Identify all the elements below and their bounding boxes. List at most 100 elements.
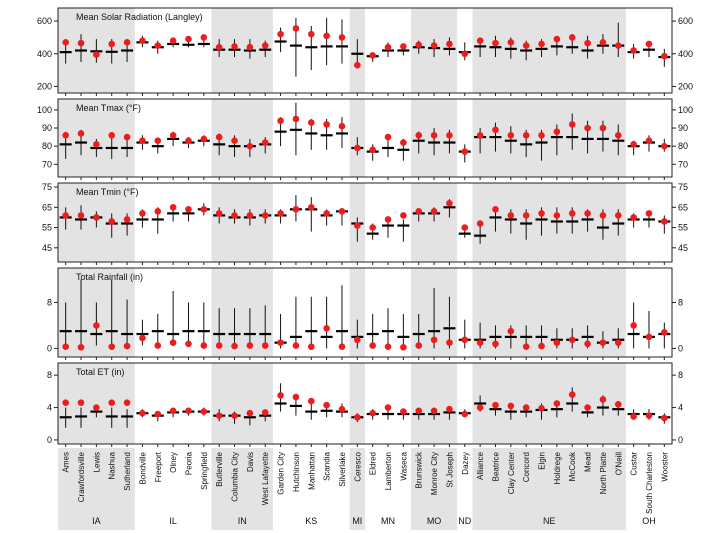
- state-band-ia-panel-2: [58, 99, 135, 177]
- simulated-point-2-11: [231, 137, 238, 145]
- station-label-7: Olney: [169, 452, 178, 473]
- simulated-point-2-27: [476, 131, 484, 139]
- simulated-point-5-0: [62, 399, 69, 406]
- simulated-point-4-24: [430, 336, 438, 344]
- simulated-point-4-14: [277, 339, 284, 346]
- simulated-point-3-31: [538, 210, 545, 217]
- simulated-point-2-7: [169, 131, 177, 139]
- y-tick-label-right-1-2: 600: [678, 16, 693, 26]
- state-band-mo-panel-5: [411, 363, 458, 444]
- simulated-point-1-17: [323, 32, 330, 40]
- state-band-ia-labels: [58, 448, 135, 530]
- simulated-point-1-20: [369, 52, 376, 59]
- y-tick-label-left-3-2: 65: [42, 202, 52, 212]
- simulated-point-4-25: [446, 339, 453, 346]
- y-tick-label-right-4-1: 8: [678, 297, 683, 307]
- station-label-34: Mead: [584, 452, 593, 472]
- state-band-ne-labels: [472, 448, 626, 530]
- simulated-point-3-8: [185, 206, 192, 213]
- simulated-point-5-29: [507, 402, 515, 410]
- station-label-8: Peoria: [184, 451, 193, 475]
- simulated-point-4-13: [261, 342, 269, 349]
- simulated-point-2-21: [384, 133, 392, 141]
- simulated-point-3-27: [476, 220, 484, 227]
- simulated-point-4-37: [630, 322, 637, 329]
- panel-title-4: Total Rainfall (in): [76, 272, 143, 282]
- simulated-point-4-18: [338, 343, 346, 350]
- simulated-point-5-10: [215, 412, 223, 419]
- simulated-point-3-23: [415, 208, 423, 215]
- simulated-point-3-17: [323, 210, 330, 217]
- simulated-point-4-38: [645, 333, 653, 341]
- simulated-point-3-20: [369, 224, 376, 231]
- simulated-point-3-15: [292, 206, 300, 213]
- simulated-point-1-23: [415, 41, 423, 49]
- simulated-point-2-16: [307, 119, 315, 126]
- simulated-point-3-16: [307, 204, 315, 211]
- simulated-point-5-9: [200, 408, 208, 415]
- simulated-point-5-34: [584, 404, 591, 411]
- y-tick-label-right-1-1: 400: [678, 49, 693, 59]
- panel-frame-2: [57, 98, 673, 178]
- simulated-point-3-1: [77, 212, 85, 219]
- station-label-36: O'Neill: [614, 452, 623, 476]
- panels-layer: [54, 7, 676, 447]
- simulated-point-5-20: [369, 409, 376, 417]
- station-label-32: Holdrege: [553, 451, 562, 484]
- y-tick-label-right-5-2: 8: [678, 370, 683, 380]
- panel-title-3: Mean Tmin (°F): [76, 187, 138, 197]
- station-label-5: Bondville: [138, 451, 147, 484]
- station-label-38: South Charleston: [645, 452, 654, 514]
- simulated-point-4-20: [369, 342, 376, 349]
- simulated-point-1-14: [277, 30, 284, 38]
- simulated-point-4-5: [139, 334, 146, 342]
- simulated-point-5-2: [93, 404, 100, 411]
- simulated-point-3-4: [123, 216, 131, 223]
- simulated-point-1-1: [77, 39, 85, 47]
- simulated-point-2-36: [614, 131, 622, 139]
- simulated-point-4-23: [415, 342, 423, 349]
- simulated-point-3-25: [446, 199, 453, 207]
- simulated-point-3-34: [584, 210, 591, 217]
- simulated-point-2-4: [123, 133, 131, 141]
- simulated-point-4-3: [108, 343, 116, 350]
- station-label-3: Nashua: [108, 451, 117, 479]
- simulated-point-2-3: [108, 131, 116, 139]
- simulated-point-3-18: [338, 208, 346, 215]
- y-tick-label-right-5-1: 4: [678, 403, 683, 413]
- simulated-point-5-12: [246, 409, 254, 417]
- simulated-point-5-31: [538, 405, 545, 412]
- simulated-point-5-38: [645, 412, 653, 419]
- simulated-point-3-39: [661, 218, 668, 225]
- simulated-point-3-2: [93, 214, 100, 221]
- simulated-point-1-39: [661, 52, 668, 60]
- simulated-point-3-9: [200, 206, 208, 213]
- simulated-point-2-8: [185, 137, 192, 145]
- station-label-18: Silverlake: [338, 451, 347, 486]
- simulated-point-5-1: [77, 399, 85, 406]
- y-tick-label-right-3-1: 55: [678, 223, 688, 233]
- simulated-point-5-26: [461, 410, 469, 418]
- simulated-point-5-16: [307, 397, 315, 405]
- panel-frame-5: [57, 362, 673, 445]
- simulated-point-2-19: [354, 144, 361, 152]
- simulated-point-3-11: [231, 212, 238, 219]
- station-label-17: Scandia: [323, 451, 332, 480]
- simulated-point-3-33: [568, 210, 576, 217]
- simulated-point-1-21: [384, 43, 392, 51]
- y-tick-label-left-4-1: 8: [47, 297, 52, 307]
- station-label-4: Sutherland: [123, 452, 132, 491]
- simulated-point-3-6: [154, 208, 162, 215]
- simulated-point-2-20: [369, 146, 376, 154]
- simulated-point-5-8: [185, 407, 192, 415]
- y-tick-label-left-2-1: 80: [42, 141, 52, 151]
- state-band-in-labels: [211, 448, 273, 530]
- simulated-point-2-31: [538, 131, 545, 139]
- simulated-point-4-0: [62, 343, 69, 350]
- y-tick-label-right-2-3: 100: [678, 105, 693, 115]
- y-tick-label-right-1-0: 200: [678, 81, 693, 91]
- state-label-ks: KS: [305, 516, 317, 526]
- station-label-19: Ceresco: [353, 451, 362, 481]
- simulated-point-1-38: [645, 40, 653, 48]
